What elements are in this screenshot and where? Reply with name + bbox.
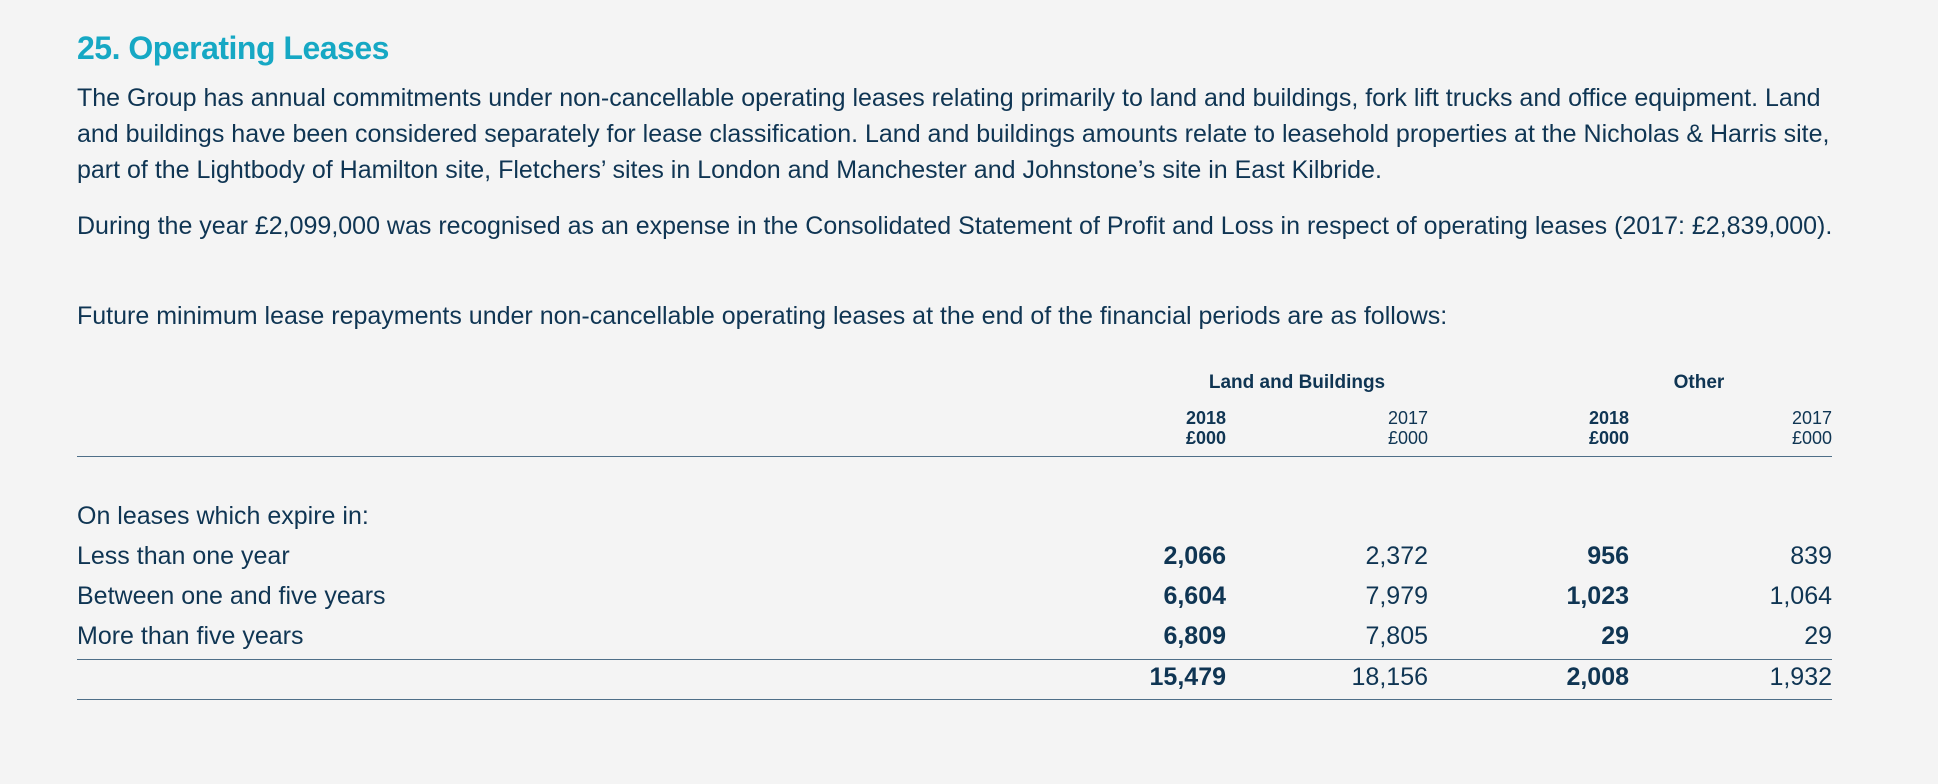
table-cell: 6,809 bbox=[1163, 622, 1226, 650]
table-cell: 2,372 bbox=[1365, 542, 1428, 570]
total-cell: 15,479 bbox=[1149, 663, 1226, 691]
column-header-lb-2017: 2017 £000 bbox=[1388, 408, 1428, 448]
column-header-other-2017: 2017 £000 bbox=[1792, 408, 1832, 448]
column-year: 2017 bbox=[1791, 408, 1832, 428]
header-divider bbox=[77, 456, 1832, 457]
paragraph-lease-commitments: The Group has annual commitments under n… bbox=[77, 84, 1830, 184]
column-year: 2018 bbox=[1588, 408, 1629, 428]
column-year: 2017 bbox=[1387, 408, 1428, 428]
table-cell: 6,604 bbox=[1163, 582, 1226, 610]
table-cell: 29 bbox=[1601, 622, 1629, 650]
group-header-land-buildings: Land and Buildings bbox=[1208, 372, 1386, 393]
row-label-less-than-one-year: Less than one year bbox=[77, 542, 290, 570]
row-label-more-than-five-years: More than five years bbox=[77, 622, 304, 650]
total-cell: 2,008 bbox=[1566, 663, 1629, 691]
table-cell: 29 bbox=[1804, 622, 1832, 650]
column-unit: £000 bbox=[1588, 428, 1629, 448]
column-unit: £000 bbox=[1185, 428, 1226, 448]
subtotal-divider bbox=[77, 659, 1832, 660]
total-cell: 1,932 bbox=[1769, 663, 1832, 691]
table-cell: 956 bbox=[1587, 542, 1629, 570]
paragraph-expense: During the year £2,099,000 was recognise… bbox=[77, 212, 1833, 240]
group-header-other: Other bbox=[1673, 372, 1725, 393]
section-label: On leases which expire in: bbox=[77, 502, 369, 530]
table-cell: 1,023 bbox=[1566, 582, 1629, 610]
table-cell: 1,064 bbox=[1769, 582, 1832, 610]
row-label-between-one-and-five-years: Between one and five years bbox=[77, 582, 386, 610]
column-year: 2018 bbox=[1185, 408, 1226, 428]
column-unit: £000 bbox=[1791, 428, 1832, 448]
column-header-other-2018: 2018 £000 bbox=[1589, 408, 1629, 448]
table-cell: 7,805 bbox=[1365, 622, 1428, 650]
total-divider bbox=[77, 699, 1832, 700]
section-title: 25. Operating Leases bbox=[77, 30, 389, 66]
column-unit: £000 bbox=[1387, 428, 1428, 448]
column-header-lb-2018: 2018 £000 bbox=[1186, 408, 1226, 448]
table-cell: 839 bbox=[1790, 542, 1832, 570]
table-cell: 7,979 bbox=[1365, 582, 1428, 610]
paragraph-future-repayments: Future minimum lease repayments under no… bbox=[77, 302, 1448, 330]
total-cell: 18,156 bbox=[1351, 663, 1428, 691]
table-cell: 2,066 bbox=[1163, 542, 1226, 570]
